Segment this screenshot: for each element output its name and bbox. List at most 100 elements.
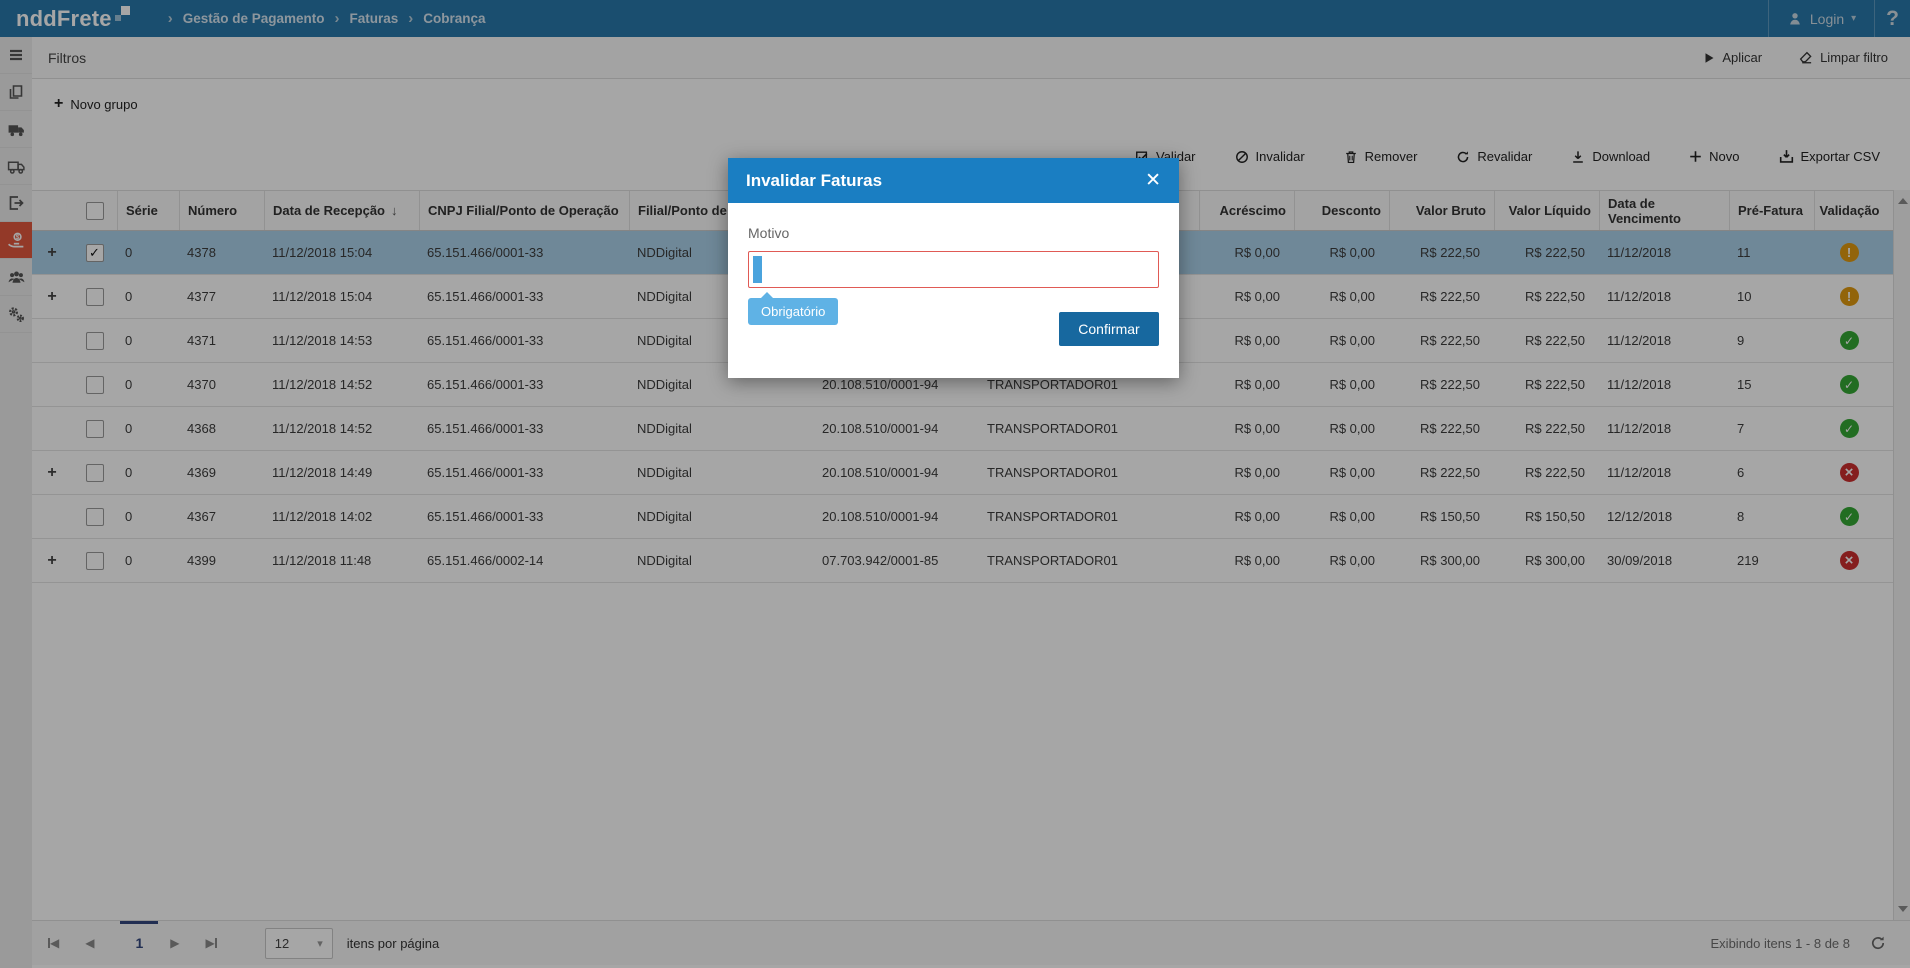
cell-pre-fatura: 11 (1737, 245, 1751, 260)
cell-desconto: R$ 0,00 (1329, 465, 1375, 480)
column-header-valor-liquido[interactable]: Valor Líquido (1494, 191, 1599, 230)
plus-icon: + (47, 463, 57, 481)
new-button[interactable]: Novo (1683, 148, 1745, 165)
first-page-button[interactable]: ◀ (48, 936, 60, 950)
remove-button[interactable]: Remover (1338, 148, 1424, 165)
validation-status (1814, 243, 1884, 262)
plus-icon: + (47, 287, 57, 305)
breadcrumb-item-faturas[interactable]: Faturas (349, 11, 399, 26)
table-row[interactable]: + 0 4370 11/12/2018 14:52 65.151.466/000… (32, 363, 1893, 407)
row-expand-button[interactable]: + (32, 463, 72, 481)
settings-gears-icon[interactable] (0, 296, 32, 333)
column-header-data-vencimento[interactable]: Data de Vencimento (1599, 191, 1729, 230)
validation-status-icon (1839, 419, 1859, 438)
column-header-acrescimo[interactable]: Acréscimo (1199, 191, 1294, 230)
table-row[interactable]: + 0 4368 11/12/2018 14:52 65.151.466/000… (32, 407, 1893, 451)
column-header-pre-fatura[interactable]: Pré-Fatura (1729, 191, 1814, 230)
clear-filter-button[interactable]: Limpar filtro (1792, 49, 1894, 66)
last-page-button[interactable]: ▶ (205, 936, 217, 950)
cell-desconto: R$ 0,00 (1329, 377, 1375, 392)
column-header-serie[interactable]: Série (117, 191, 179, 230)
table-row[interactable]: + 0 4369 11/12/2018 14:49 65.151.466/000… (32, 451, 1893, 495)
documents-icon[interactable] (0, 74, 32, 111)
app-logo[interactable]: nddFrete (16, 4, 130, 34)
column-header-desconto[interactable]: Desconto (1294, 191, 1389, 230)
items-per-page-label: itens por página (346, 935, 440, 951)
column-header-cnpj-filial[interactable]: CNPJ Filial/Ponto de Operação (419, 191, 629, 230)
cell-cnpj-filial: 65.151.466/0001-33 (427, 245, 544, 260)
cell-desconto: R$ 0,00 (1329, 509, 1375, 524)
cell-cnpj-filial: 65.151.466/0001-33 (427, 509, 544, 524)
table-row[interactable]: + 0 4367 11/12/2018 14:02 65.151.466/000… (32, 495, 1893, 539)
select-all-checkbox[interactable] (72, 191, 117, 230)
cell-data-vencimento: 30/09/2018 (1607, 553, 1673, 568)
breadcrumb-item-cobranca[interactable]: Cobrança (423, 11, 486, 26)
cell-cnpj-filial: 65.151.466/0001-33 (427, 333, 544, 348)
refresh-icon[interactable] (1870, 935, 1886, 951)
filters-panel-header[interactable]: Filtros Aplicar Limpar filtro (32, 37, 1910, 79)
confirm-button[interactable]: Confirmar (1059, 312, 1159, 346)
page-size-value: 12 (274, 935, 290, 951)
export-csv-button[interactable]: Exportar CSV (1773, 148, 1886, 165)
cell-filial: NDDigital (637, 421, 692, 436)
row-checkbox[interactable] (72, 375, 117, 394)
column-header-numero[interactable]: Número (179, 191, 264, 230)
row-checkbox[interactable] (72, 551, 117, 570)
column-header-valor-bruto[interactable]: Valor Bruto (1389, 191, 1494, 230)
cell-cnpj-filial: 65.151.466/0001-33 (427, 465, 544, 480)
validation-status-icon (1839, 331, 1859, 350)
new-group-button[interactable]: + Novo grupo (48, 95, 144, 113)
previous-page-button[interactable]: ◀ (85, 936, 95, 950)
row-checkbox[interactable] (72, 507, 117, 526)
row-expand-button[interactable]: + (32, 244, 72, 261)
breadcrumb-item-gestao[interactable]: Gestão de Pagamento (182, 11, 325, 26)
play-icon (1705, 52, 1714, 63)
cell-numero: 4371 (187, 333, 216, 348)
cell-filial: NDDigital (637, 377, 692, 392)
cell-data-vencimento: 11/12/2018 (1607, 289, 1672, 304)
row-checkbox[interactable] (72, 331, 117, 350)
menu-icon[interactable] (0, 37, 32, 74)
table-row[interactable]: + 0 4399 11/12/2018 11:48 65.151.466/000… (32, 539, 1893, 583)
help-button[interactable]: ? (1874, 0, 1910, 37)
sign-out-icon[interactable] (0, 185, 32, 222)
logo-text: nddFrete (16, 5, 112, 31)
row-expand-button[interactable]: + (32, 552, 72, 569)
chevron-down-icon: ▾ (317, 937, 323, 950)
current-page-button[interactable]: 1 (120, 920, 159, 966)
cell-cnpj-filial: 65.151.466/0001-33 (427, 421, 544, 436)
apply-filter-button[interactable]: Aplicar (1697, 49, 1768, 66)
column-header-validacao[interactable]: Validação (1814, 191, 1884, 230)
revalidate-button[interactable]: Revalidar (1450, 148, 1538, 165)
next-page-button[interactable]: ▶ (170, 936, 180, 950)
row-checkbox[interactable] (72, 419, 117, 438)
cell-desconto: R$ 0,00 (1329, 289, 1375, 304)
scroll-down-icon[interactable] (1898, 906, 1908, 912)
row-checkbox[interactable] (72, 243, 117, 262)
login-menu[interactable]: Login ▾ (1767, 0, 1874, 37)
cell-cnpj-filial: 65.151.466/0002-14 (427, 553, 544, 568)
vertical-scrollbar[interactable] (1893, 190, 1910, 920)
cell-filial: NDDigital (637, 289, 692, 304)
cell-transportador: TRANSPORTADOR01 (987, 509, 1118, 524)
truck-icon[interactable] (0, 111, 32, 148)
cell-numero: 4368 (187, 421, 216, 436)
users-icon[interactable] (0, 259, 32, 296)
validation-status (1814, 551, 1884, 570)
row-checkbox[interactable] (72, 287, 117, 306)
scroll-up-icon[interactable] (1898, 198, 1908, 204)
cell-serie: 0 (125, 421, 133, 436)
motivo-input[interactable] (749, 252, 1158, 287)
page-size-select[interactable]: 12 ▾ (264, 927, 333, 959)
row-checkbox[interactable] (72, 463, 117, 482)
payment-hand-coin-icon[interactable]: $ (0, 222, 32, 259)
download-button[interactable]: Download (1565, 148, 1656, 165)
truck-delivery-icon[interactable] (0, 148, 32, 185)
cell-valor-liquido: R$ 222,50 (1525, 245, 1585, 260)
column-header-data-recepcao[interactable]: Data de Recepção ↓ (264, 191, 419, 230)
close-icon[interactable]: ✕ (1145, 170, 1161, 191)
row-expand-button[interactable]: + (32, 287, 72, 305)
invalidate-button[interactable]: Invalidar (1229, 148, 1311, 165)
breadcrumb: › Gestão de Pagamento › Faturas › Cobran… (158, 10, 486, 27)
